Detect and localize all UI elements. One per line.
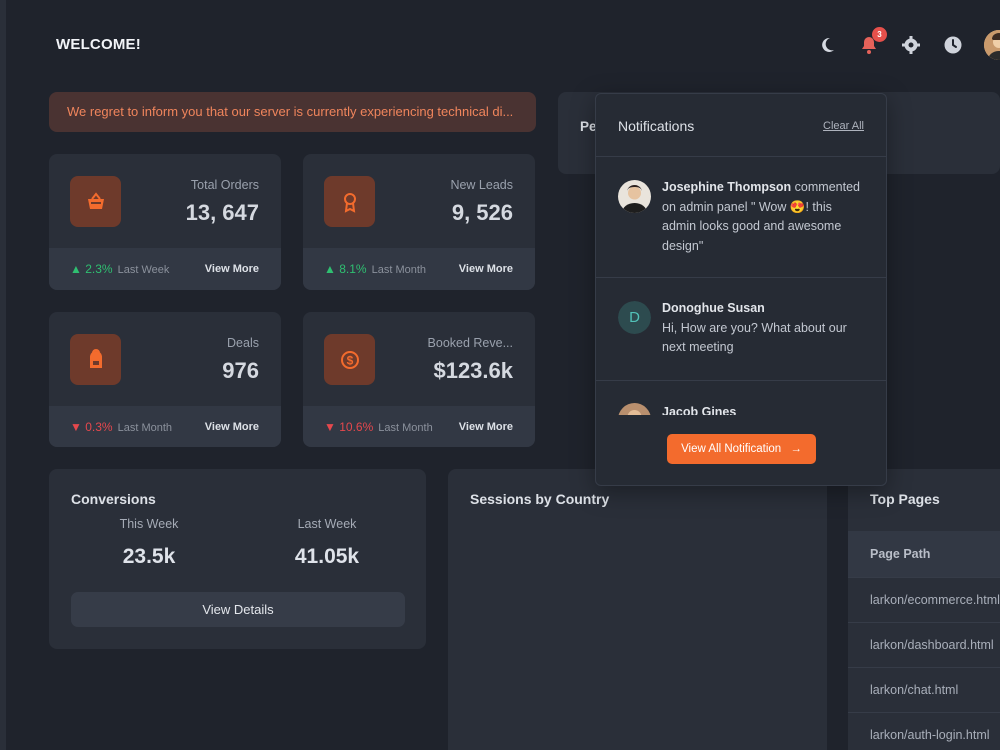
page-title: WELCOME! bbox=[56, 36, 141, 53]
sessions-title: Sessions by Country bbox=[470, 491, 610, 507]
view-more-link[interactable]: View More bbox=[458, 263, 513, 275]
this-week-label: This Week bbox=[119, 517, 179, 531]
view-all-notifications-button[interactable]: View All Notification → bbox=[667, 434, 816, 464]
user-avatar[interactable] bbox=[984, 30, 1000, 60]
stat-label: Deals bbox=[227, 336, 259, 350]
this-week-value: 23.5k bbox=[122, 545, 176, 568]
stat-value: $123.6k bbox=[433, 358, 513, 383]
moon-icon[interactable] bbox=[815, 33, 839, 57]
server-alert: We regret to inform you that our server … bbox=[49, 92, 536, 132]
stat-label: New Leads bbox=[450, 178, 513, 192]
table-row[interactable]: larkon/ecommerce.html bbox=[848, 577, 1000, 622]
clear-all-link[interactable]: Clear All bbox=[823, 120, 864, 132]
clock-icon[interactable] bbox=[941, 33, 965, 57]
stat-card-booked-revenue: $ Booked Reve... $123.6k ▼ 10.6% Last Mon… bbox=[303, 312, 535, 447]
avatar bbox=[618, 180, 651, 213]
gear-icon[interactable] bbox=[899, 33, 923, 57]
notification-text: Josephine Thompson commented on admin pa… bbox=[662, 178, 867, 256]
last-week-value: 41.05k bbox=[294, 545, 360, 568]
trend-indicator: ▲ 8.1% Last Month bbox=[324, 262, 426, 276]
notification-message: commented on admin panel " Wow bbox=[662, 180, 860, 214]
top-pages-card: Top Pages Page Path larkon/ecommerce.htm… bbox=[848, 469, 1000, 750]
view-more-link[interactable]: View More bbox=[458, 421, 513, 433]
stat-label: Total Orders bbox=[190, 178, 259, 192]
topbar: WELCOME! 3 bbox=[6, 0, 1000, 88]
last-week-label: Last Week bbox=[297, 517, 357, 531]
notification-author: Jacob Gines bbox=[662, 405, 737, 415]
dollar-circle-icon: $ bbox=[324, 334, 375, 385]
conversions-card: Conversions This Week 23.5k Last Week 41… bbox=[49, 469, 426, 649]
trend-value: 8.1% bbox=[339, 262, 367, 276]
view-details-button[interactable]: View Details bbox=[71, 592, 405, 627]
notification-text: Jacob Gines bbox=[662, 403, 867, 415]
trend-period: Last Week bbox=[117, 264, 170, 276]
page-path-header: Page Path bbox=[848, 531, 1000, 577]
arrow-right-icon: → bbox=[790, 443, 802, 455]
notification-item[interactable]: D Donoghue Susan Hi, How are you? What a… bbox=[596, 278, 886, 381]
trend-indicator: ▲ 2.3% Last Week bbox=[70, 262, 169, 276]
top-pages-title: Top Pages bbox=[870, 491, 940, 507]
trend-down-icon: ▼ bbox=[324, 420, 336, 434]
performance-card-title: Pe bbox=[580, 119, 597, 134]
award-icon bbox=[324, 176, 375, 227]
sidebar-edge bbox=[0, 0, 6, 750]
notification-author: Josephine Thompson bbox=[662, 180, 792, 194]
view-more-link[interactable]: View More bbox=[204, 421, 259, 433]
notification-item[interactable]: Jacob Gines bbox=[596, 381, 886, 415]
basket-icon bbox=[70, 176, 121, 227]
this-week-stat: This Week 23.5k bbox=[79, 517, 219, 569]
stat-value: 13, 647 bbox=[185, 200, 259, 225]
backpack-icon bbox=[70, 334, 121, 385]
trend-period: Last Month bbox=[371, 264, 427, 276]
avatar: D bbox=[618, 301, 651, 334]
stat-card-deals: Deals 976 ▼ 0.3% Last Month View More bbox=[49, 312, 281, 447]
bell-icon[interactable]: 3 bbox=[857, 27, 887, 57]
conversions-title: Conversions bbox=[71, 491, 156, 507]
view-all-label: View All Notification bbox=[681, 443, 782, 455]
trend-period: Last Month bbox=[378, 422, 433, 434]
stat-card-total-orders: Total Orders 13, 647 ▲ 2.3% Last Week Vie… bbox=[49, 154, 281, 290]
trend-value: 10.6% bbox=[339, 420, 374, 434]
trend-indicator: ▼ 10.6% Last Month bbox=[324, 420, 433, 434]
view-more-link[interactable]: View More bbox=[204, 263, 259, 275]
trend-up-icon: ▲ bbox=[70, 262, 82, 276]
svg-text:$: $ bbox=[346, 353, 353, 367]
notifications-title: Notifications bbox=[618, 118, 695, 134]
table-row[interactable]: larkon/auth-login.html bbox=[848, 712, 1000, 750]
notification-badge: 3 bbox=[872, 27, 887, 42]
trend-value: 2.3% bbox=[85, 262, 113, 276]
notification-item[interactable]: Josephine Thompson commented on admin pa… bbox=[596, 157, 886, 278]
notifications-header: Notifications Clear All bbox=[596, 94, 886, 157]
trend-value: 0.3% bbox=[85, 420, 113, 434]
last-week-stat: Last Week 41.05k bbox=[257, 517, 397, 569]
trend-period: Last Month bbox=[117, 422, 173, 434]
notification-message-end: ! this admin looks good and awesome desi… bbox=[662, 199, 842, 253]
trend-up-icon: ▲ bbox=[324, 262, 336, 276]
stat-value: 976 bbox=[222, 358, 259, 383]
trend-indicator: ▼ 0.3% Last Month bbox=[70, 420, 172, 434]
avatar-initial: D bbox=[618, 301, 651, 334]
notification-message: Hi, How are you? What about our next mee… bbox=[662, 320, 847, 355]
emoji-heart-eyes: 😍 bbox=[789, 199, 806, 214]
stat-value: 9, 526 bbox=[451, 200, 513, 225]
notification-text: Donoghue Susan Hi, How are you? What abo… bbox=[662, 299, 867, 358]
notification-author: Donoghue Susan bbox=[662, 301, 765, 315]
sessions-by-country-card: Sessions by Country bbox=[448, 469, 827, 750]
stat-card-new-leads: New Leads 9, 526 ▲ 8.1% Last Month View M… bbox=[303, 154, 535, 290]
notifications-dropdown: Notifications Clear All Josephine Thomps… bbox=[595, 93, 887, 486]
table-row[interactable]: larkon/chat.html bbox=[848, 667, 1000, 712]
trend-down-icon: ▼ bbox=[70, 420, 82, 434]
avatar bbox=[618, 403, 651, 415]
table-row[interactable]: larkon/dashboard.html bbox=[848, 622, 1000, 667]
stat-label: Booked Reve... bbox=[427, 336, 513, 350]
